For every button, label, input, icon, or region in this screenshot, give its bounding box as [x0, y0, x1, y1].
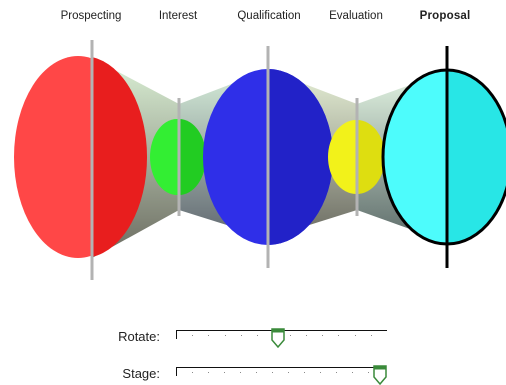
slider-tick — [224, 372, 225, 373]
slider-tick — [320, 372, 321, 373]
stage-slider-thumb[interactable] — [373, 365, 387, 385]
slider-tick — [240, 372, 241, 373]
rotate-slider-cap — [176, 330, 177, 339]
stage-shape-interest[interactable] — [150, 119, 206, 195]
slider-tick — [322, 335, 323, 336]
slider-tick — [192, 372, 193, 373]
slider-tick — [338, 335, 339, 336]
rotate-slider-thumb[interactable] — [271, 328, 285, 348]
slider-tick — [306, 335, 307, 336]
slider-tick — [256, 372, 257, 373]
stage-slider-cap — [176, 367, 177, 376]
slider-tick — [336, 372, 337, 373]
stage-slider-line — [176, 367, 384, 368]
slider-tick — [288, 372, 289, 373]
slider-tick — [304, 372, 305, 373]
stage-label-qualification[interactable]: Qualification — [237, 10, 301, 22]
rotate-label: Rotate: — [118, 329, 160, 344]
slider-tick — [208, 372, 209, 373]
slider-tick — [272, 372, 273, 373]
funnel-graphic — [14, 40, 506, 280]
slider-tick — [208, 335, 209, 336]
slider-tick — [192, 335, 193, 336]
slider-tick — [352, 372, 353, 373]
slider-tick — [241, 335, 242, 336]
stage-slider[interactable] — [176, 365, 387, 385]
stage-label-prospecting[interactable]: Prospecting — [60, 10, 122, 22]
stage-shape-prospecting[interactable] — [14, 56, 148, 258]
slider-tick — [257, 335, 258, 336]
stage-label-evaluation[interactable]: Evaluation — [329, 10, 383, 22]
stage-label-interest[interactable]: Interest — [158, 10, 198, 22]
slider-tick — [371, 335, 372, 336]
slider-tick — [290, 335, 291, 336]
slider-tick — [225, 335, 226, 336]
stage-label-proposal[interactable]: Proposal — [419, 10, 471, 22]
stage-label: Stage: — [122, 366, 160, 381]
stage-shape-proposal[interactable] — [381, 68, 506, 246]
slider-tick — [355, 335, 356, 336]
rotate-slider[interactable] — [176, 328, 387, 348]
slider-tick — [368, 372, 369, 373]
